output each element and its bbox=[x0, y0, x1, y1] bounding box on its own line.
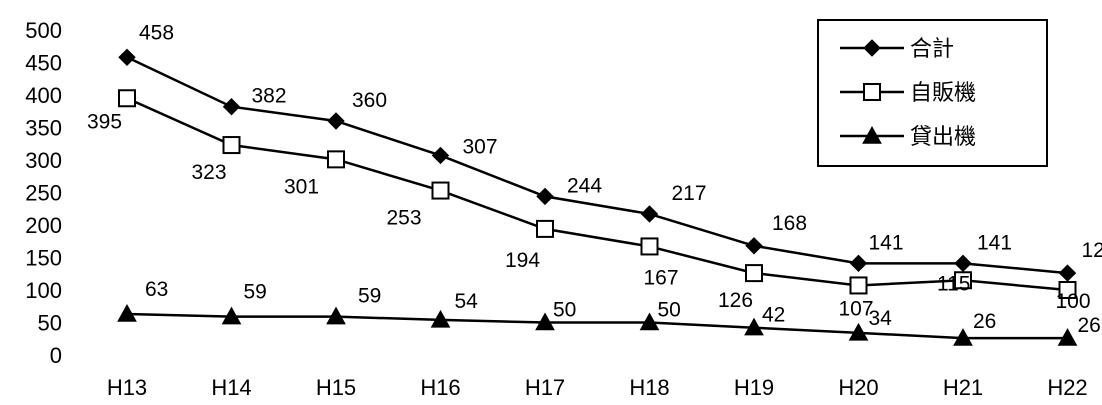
x-tick-label: H20 bbox=[838, 375, 878, 400]
diamond-marker bbox=[640, 205, 659, 223]
triangle-marker bbox=[117, 304, 137, 322]
x-tick-label: H14 bbox=[211, 375, 251, 400]
data-label: 167 bbox=[644, 266, 679, 289]
y-tick-label: 400 bbox=[25, 83, 62, 108]
legend-square-marker bbox=[863, 83, 881, 101]
data-label: 115 bbox=[937, 272, 970, 295]
y-tick-label: 100 bbox=[25, 278, 62, 303]
legend-label: 貸出機 bbox=[910, 125, 976, 150]
data-label: 244 bbox=[567, 174, 602, 197]
triangle-marker bbox=[639, 312, 660, 331]
diamond-marker bbox=[954, 254, 972, 273]
triangle-marker bbox=[221, 306, 242, 325]
x-tick-label: H16 bbox=[420, 375, 460, 400]
data-label: 126 bbox=[718, 289, 753, 312]
data-label: 59 bbox=[244, 281, 267, 304]
square-marker bbox=[222, 136, 241, 155]
square-marker bbox=[431, 181, 450, 200]
diamond-marker bbox=[1058, 264, 1077, 282]
x-tick-label: H15 bbox=[316, 375, 356, 400]
square-marker bbox=[640, 237, 659, 256]
square-marker bbox=[118, 89, 136, 108]
data-label: 217 bbox=[672, 182, 707, 205]
series-line-1 bbox=[126, 97, 1068, 292]
data-label: 307 bbox=[463, 135, 498, 158]
triangle-marker bbox=[953, 328, 973, 346]
data-label: 395 bbox=[87, 110, 122, 133]
y-tick-label: 150 bbox=[25, 246, 62, 271]
legend-label: 自販機 bbox=[910, 81, 976, 106]
square-marker bbox=[536, 219, 554, 238]
square-marker bbox=[954, 271, 972, 290]
diamond-marker bbox=[118, 48, 136, 67]
square-marker bbox=[1058, 281, 1077, 299]
data-label: 50 bbox=[658, 299, 681, 322]
diamond-marker bbox=[536, 187, 554, 206]
triangle-marker bbox=[848, 322, 869, 341]
diamond-marker bbox=[222, 97, 241, 116]
data-label: 382 bbox=[252, 85, 287, 108]
y-tick-label: 500 bbox=[25, 18, 62, 43]
series-layer bbox=[117, 48, 1078, 346]
data-label: 107 bbox=[839, 297, 874, 320]
square-marker bbox=[745, 264, 763, 283]
y-tick-label: 50 bbox=[38, 311, 62, 336]
data-label: 63 bbox=[145, 278, 168, 301]
x-tick-label: H19 bbox=[734, 375, 774, 400]
data-label: 168 bbox=[772, 212, 807, 235]
y-tick-label: 450 bbox=[25, 51, 62, 76]
data-label: 42 bbox=[762, 304, 785, 327]
data-label: 141 bbox=[869, 231, 904, 254]
diamond-marker bbox=[745, 237, 763, 255]
data-label: 34 bbox=[869, 307, 893, 330]
data-label: 100 bbox=[1056, 290, 1091, 313]
data-label: 26 bbox=[1078, 314, 1101, 337]
legend-triangle-marker bbox=[862, 125, 882, 144]
triangle-marker bbox=[326, 306, 346, 325]
y-tick-label: 250 bbox=[25, 181, 62, 206]
x-axis-ticks: H13 H14 H15 H16 H17 H18 H19 H20 H21 H22 bbox=[107, 375, 1088, 400]
data-labels: 458 382 360 307 244 217 168 141 141 126 395 323 301 2… bbox=[87, 21, 1102, 337]
x-tick-label: H17 bbox=[525, 375, 565, 400]
data-label: 141 bbox=[977, 231, 1012, 254]
data-label: 253 bbox=[387, 207, 422, 230]
y-tick-label: 300 bbox=[25, 148, 62, 173]
y-tick-label: 0 bbox=[50, 343, 62, 368]
square-marker bbox=[327, 150, 345, 169]
y-tick-label: 350 bbox=[25, 116, 62, 141]
triangle-marker bbox=[535, 312, 555, 331]
x-tick-label: H21 bbox=[943, 375, 983, 400]
triangle-marker bbox=[430, 309, 451, 328]
diamond-marker bbox=[327, 112, 345, 130]
x-tick-label: H13 bbox=[107, 375, 147, 400]
data-label: 59 bbox=[358, 285, 381, 308]
triangle-marker bbox=[744, 317, 764, 336]
data-label: 126 bbox=[1082, 239, 1102, 262]
y-tick-label: 200 bbox=[25, 213, 62, 238]
data-label: 458 bbox=[139, 21, 174, 44]
x-tick-label: H18 bbox=[629, 375, 669, 400]
data-label: 54 bbox=[455, 290, 479, 313]
series-line-0 bbox=[126, 56, 1068, 275]
series-line-2 bbox=[126, 312, 1068, 340]
y-axis-ticks: 0 50 100 150 200 250 300 350 400 450 500 bbox=[25, 18, 62, 368]
square-marker bbox=[849, 276, 868, 295]
data-label: 301 bbox=[284, 175, 319, 198]
data-label: 360 bbox=[352, 89, 387, 112]
data-label: 323 bbox=[192, 161, 227, 184]
diamond-marker bbox=[849, 254, 868, 273]
data-label: 26 bbox=[973, 310, 996, 333]
diamond-marker bbox=[431, 146, 450, 165]
data-label: 50 bbox=[553, 299, 576, 322]
triangle-marker bbox=[1057, 328, 1078, 346]
legend-label: 合計 bbox=[910, 37, 954, 62]
data-label: 194 bbox=[505, 249, 540, 272]
legend-diamond-marker bbox=[863, 39, 881, 57]
x-tick-label: H22 bbox=[1047, 375, 1087, 400]
